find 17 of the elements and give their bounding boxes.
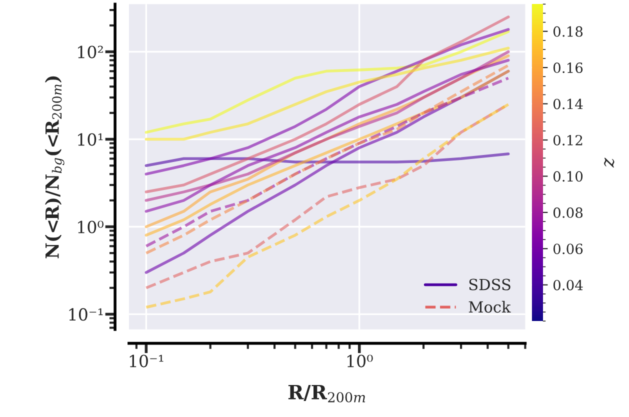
color-bar-label: 0.16	[553, 62, 583, 74]
x-axis-title: R/R$_{200m}$	[288, 385, 366, 402]
legend-label: Mock	[468, 300, 511, 313]
color-bar-label: 0.08	[553, 207, 583, 218]
color-bar-label: 0.06	[553, 244, 583, 254]
y-tick-label: 10²	[78, 46, 103, 58]
color-bar-label: 0.04	[553, 280, 583, 290]
y-tick-label: 10¹	[78, 133, 103, 146]
color-bar-label: 0.18	[553, 26, 583, 37]
legend-label: SDSS	[469, 278, 510, 290]
color-bar-title: z	[604, 158, 614, 168]
color-bar-label: 0.10	[553, 171, 583, 182]
y-axis-title: N(<R)/N$_{bg}$(<R$_{200m}$)	[44, 76, 64, 258]
y-tick-label: 10⁻¹	[69, 308, 103, 321]
color-bar-label: 0.14	[553, 98, 583, 110]
y-tick-label: 10⁰	[78, 220, 104, 234]
color-bar-label: 0.12	[553, 134, 582, 146]
